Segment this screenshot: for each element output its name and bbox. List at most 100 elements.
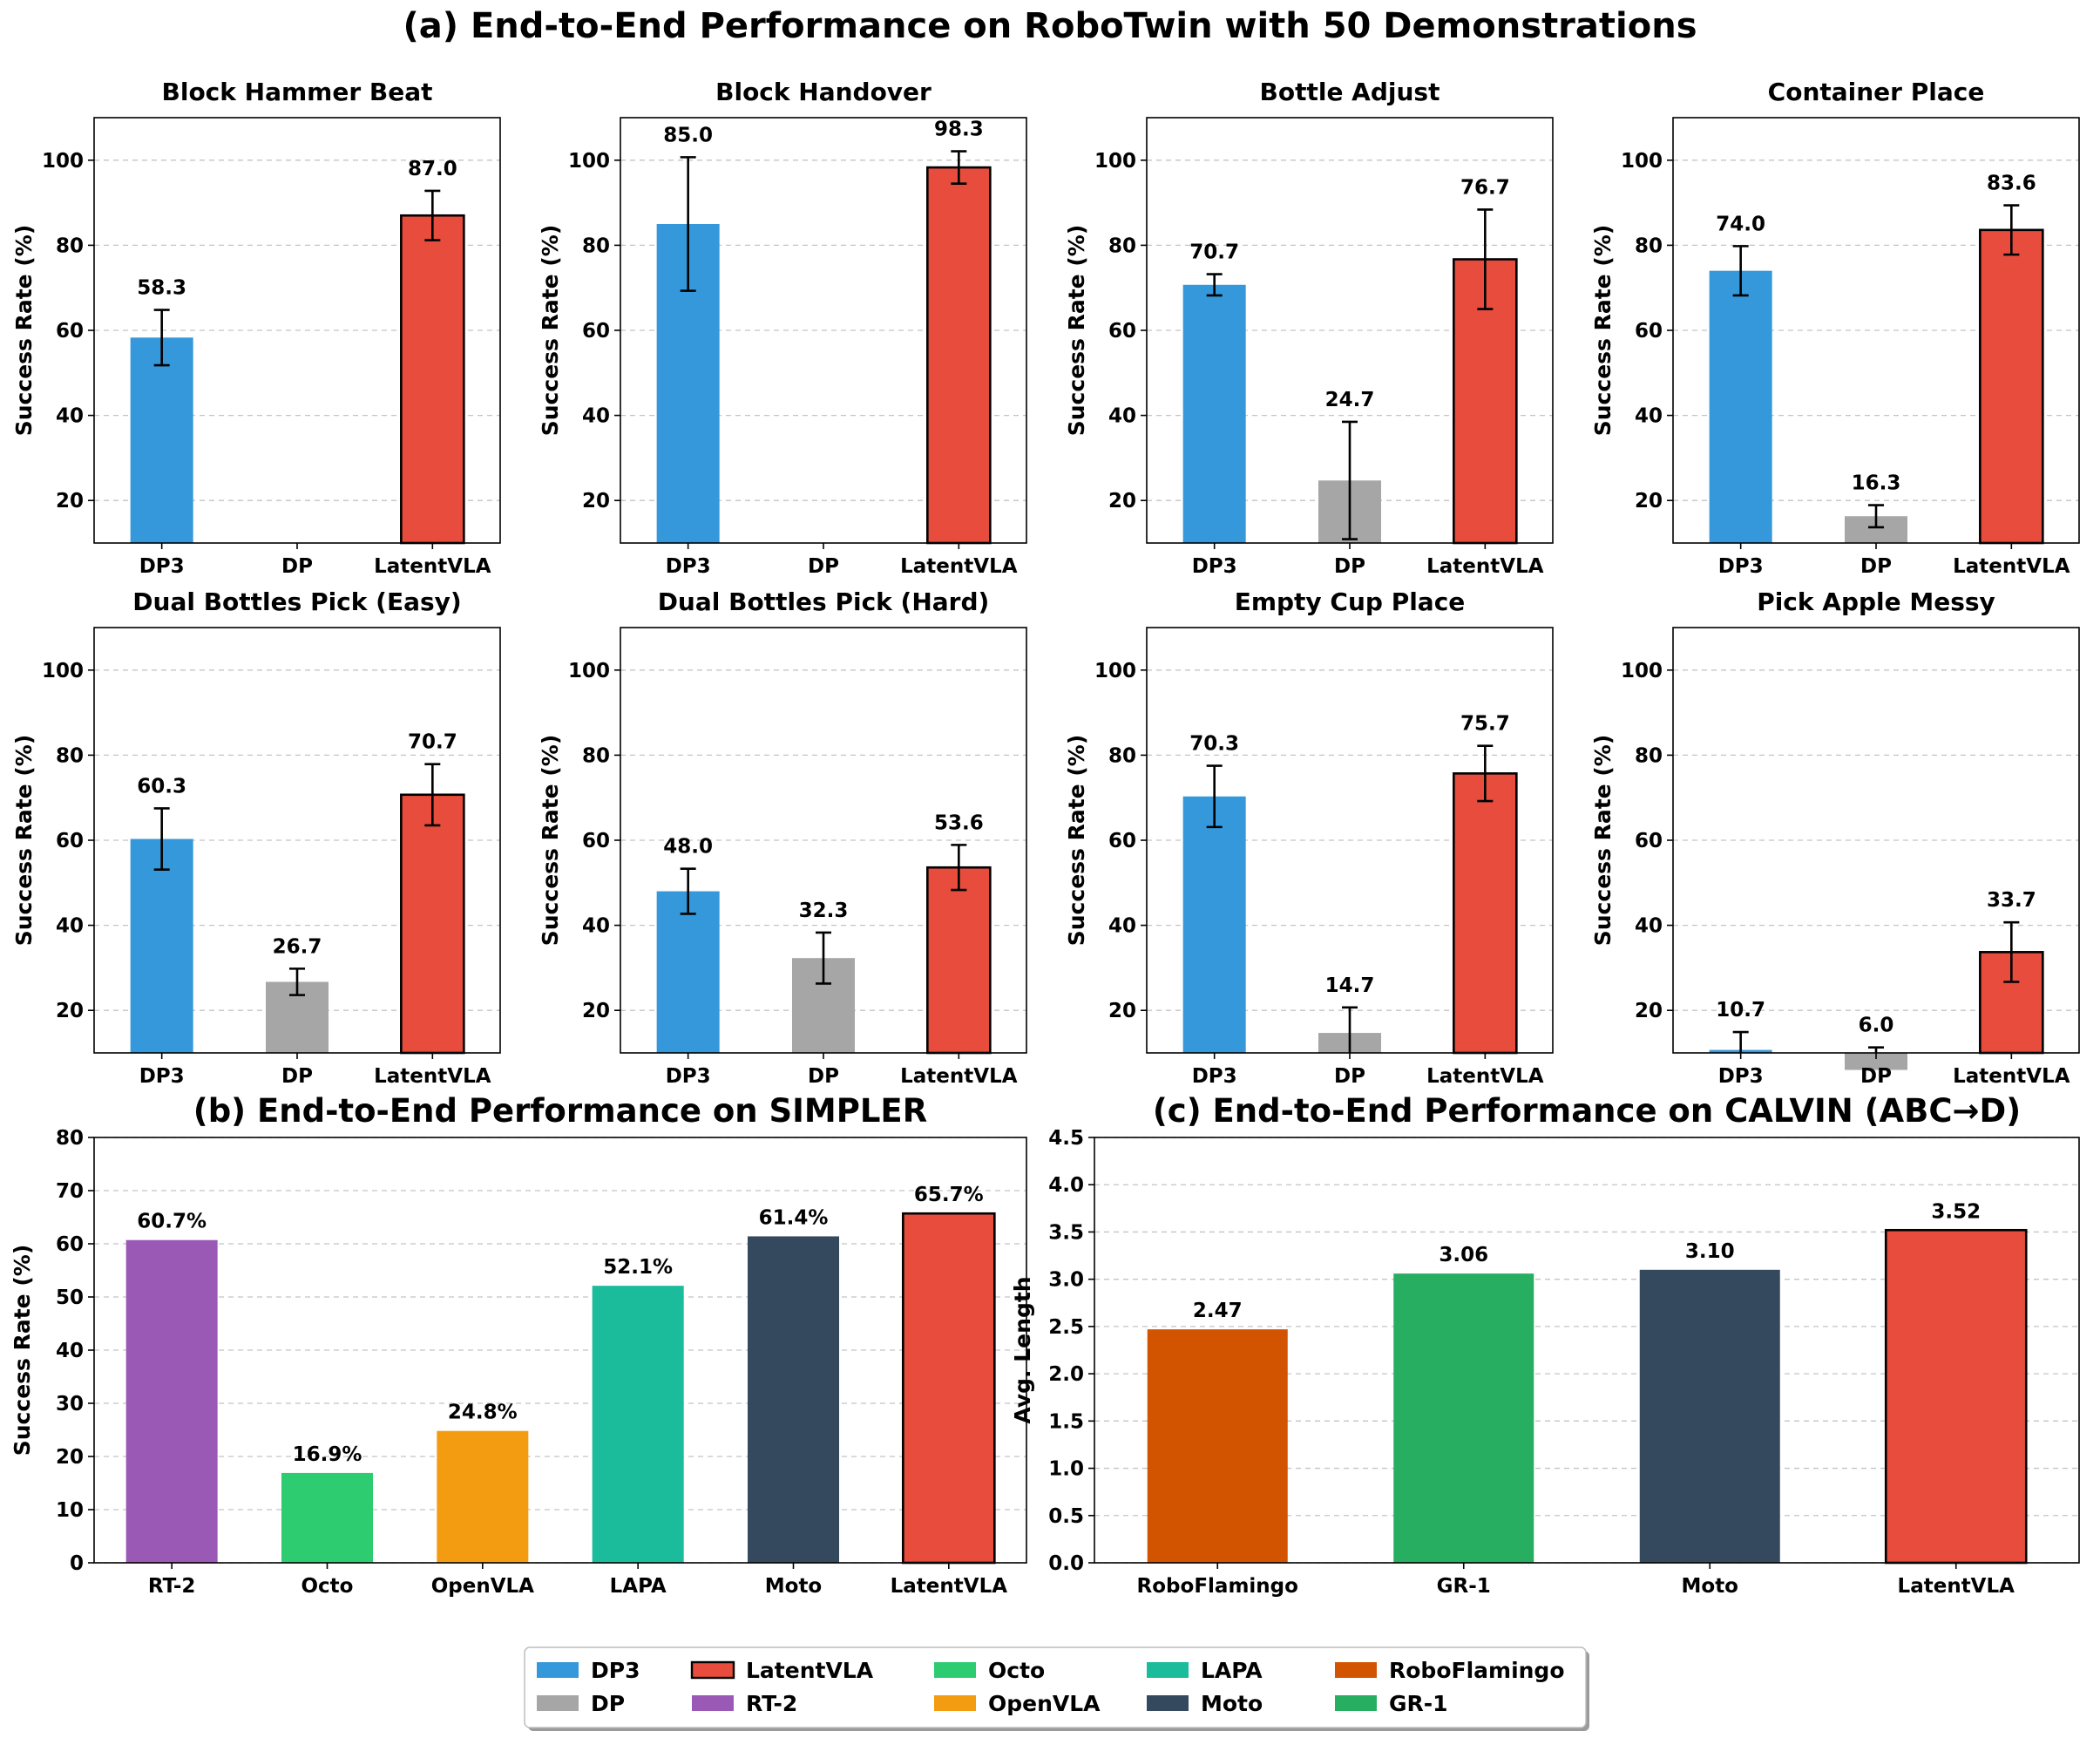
bar-latentvla (926, 166, 992, 545)
bar-dp3 (1709, 270, 1772, 543)
axes-frame (93, 627, 501, 1054)
x-tick-label-gr-1: GR-1 (1437, 1575, 1491, 1598)
value-label-latentvla: 98.3 (934, 119, 984, 141)
bar-latentvla (926, 866, 992, 1055)
y-tick-label: 60 (1108, 830, 1136, 852)
axes-frame (93, 1137, 1027, 1564)
x-tick-label-latentvla: LatentVLA (1953, 1065, 2070, 1088)
y-tick-label: 60 (56, 1233, 84, 1256)
y-axis-label: Success Rate (%) (11, 735, 37, 947)
legend-box (524, 1646, 1587, 1728)
y-tick-label: 40 (582, 405, 610, 428)
x-tick-label-latentvla: LatentVLA (1426, 1065, 1544, 1088)
bar-dp3 (656, 891, 720, 1053)
bar-latentvla (400, 214, 465, 545)
axes-frame (1672, 627, 2080, 1054)
value-label-roboflamingo: 2.47 (1193, 1300, 1243, 1322)
y-tick-label: 40 (1635, 915, 1663, 938)
x-tick-label-dp: DP (281, 1065, 313, 1088)
x-tick-label-dp3: DP3 (1192, 1065, 1237, 1088)
x-tick-label-moto: Moto (765, 1575, 823, 1598)
y-tick-label: 100 (1621, 660, 1663, 682)
chart-title: Dual Bottles Pick (Easy) (132, 587, 461, 616)
bar-latentvla (902, 1212, 996, 1565)
chart-calvin: 0.0 0.5 1.0 1.5 2.0 2.5 3.0 3.5 4.0 4.5 2.47 RoboFl… (1010, 1092, 2080, 1598)
bar-moto (748, 1236, 839, 1563)
legend-label-octo: Octo (988, 1658, 1045, 1683)
value-label-gr-1: 3.06 (1439, 1244, 1488, 1266)
bar-roboflamingo (1147, 1329, 1288, 1563)
x-tick-label-dp3: DP3 (1718, 555, 1764, 578)
legend-swatch-lapa (1147, 1662, 1189, 1678)
legend-label-gr-1: GR-1 (1389, 1691, 1448, 1716)
y-tick-label: 20 (1635, 1000, 1663, 1022)
chart-title: Bottle Adjust (1260, 78, 1440, 106)
x-tick-label-dp: DP (1860, 1065, 1892, 1088)
value-label-dp3: 70.7 (1189, 241, 1239, 264)
y-axis-label: Success Rate (%) (538, 225, 563, 437)
legend-label-dp: DP (591, 1691, 625, 1716)
bar-dp (1845, 1053, 1907, 1070)
legend-swatch-dp3 (537, 1662, 579, 1678)
value-label-latentvla: 87.0 (408, 158, 457, 180)
value-label-dp3: 10.7 (1716, 999, 1765, 1022)
y-tick-label: 3.5 (1048, 1221, 1084, 1244)
y-tick-label: 100 (1094, 660, 1136, 682)
x-tick-label-latentvla: LatentVLA (1898, 1575, 2015, 1598)
y-tick-label: 20 (1108, 490, 1136, 513)
value-label-dp3: 60.3 (137, 775, 186, 798)
x-tick-label-latentvla: LatentVLA (900, 1065, 1018, 1088)
x-tick-label-dp3: DP3 (139, 555, 185, 578)
y-tick-label: 60 (582, 830, 610, 852)
y-tick-label: 20 (1635, 490, 1663, 513)
legend-swatch-rt-2 (692, 1695, 734, 1711)
chart-pick-apple-messy: 20 40 60 80 100 10.7 DP3 6.0 DP 33.7 LatentVLA Pick… (1590, 587, 2080, 1088)
y-axis-label: Avg. Length (1010, 1276, 1035, 1423)
x-tick-label-lapa: LAPA (610, 1575, 667, 1598)
y-tick-label: 20 (56, 1000, 84, 1022)
y-tick-label: 80 (56, 744, 84, 767)
y-axis-label: Success Rate (%) (1064, 225, 1089, 437)
legend-label-rt-2: RT-2 (746, 1691, 797, 1716)
legend-swatch-openvla (934, 1695, 976, 1711)
x-tick-label-dp3: DP3 (139, 1065, 185, 1088)
y-tick-label: 100 (42, 150, 84, 173)
y-tick-label: 30 (56, 1393, 84, 1416)
axes-frame (620, 627, 1027, 1054)
y-tick-label: 100 (1621, 150, 1663, 173)
legend: DP3 DP LatentVLA RT-2 Octo OpenVLA LAPA Moto Rob… (524, 1646, 1589, 1731)
axes-frame (1094, 1137, 2080, 1564)
y-tick-label: 50 (56, 1287, 84, 1309)
chart-title: Empty Cup Place (1235, 587, 1466, 616)
bar-rt-2 (125, 1239, 218, 1563)
value-label-latentvla: 3.52 (1931, 1200, 1981, 1223)
figure-title: (a) End-to-End Performance on RoboTwin w… (403, 6, 1697, 46)
y-tick-label: 60 (1635, 320, 1663, 343)
value-label-latentvla: 53.6 (934, 811, 984, 834)
x-tick-label-latentvla: LatentVLA (1953, 555, 2070, 578)
y-tick-label: 40 (56, 1340, 84, 1362)
value-label-latentvla: 76.7 (1460, 176, 1510, 199)
chart-block-hammer-beat: 20 40 60 80 100 58.3 DP3 DP 87.0 LatentVLA Block H… (11, 78, 501, 578)
y-tick-label: 80 (1635, 234, 1663, 257)
y-tick-label: 40 (582, 915, 610, 938)
y-tick-label: 60 (1635, 830, 1663, 852)
y-tick-label: 2.5 (1048, 1316, 1084, 1339)
y-tick-label: 4.5 (1048, 1127, 1084, 1150)
bar-gr-1 (1393, 1273, 1534, 1563)
value-label-dp: 26.7 (273, 935, 322, 958)
legend-label-roboflamingo: RoboFlamingo (1389, 1658, 1565, 1683)
x-tick-label-moto: Moto (1682, 1575, 1739, 1598)
y-tick-label: 80 (582, 234, 610, 257)
value-label-dp3: 85.0 (663, 124, 713, 146)
value-label-latentvla: 75.7 (1460, 713, 1510, 736)
x-tick-label-dp3: DP3 (1718, 1065, 1764, 1088)
legend-label-openvla: OpenVLA (988, 1691, 1101, 1716)
chart-container-place: 20 40 60 80 100 74.0 DP3 16.3 DP 83.6 LatentVLA Con… (1590, 78, 2080, 578)
value-label-dp3: 48.0 (663, 836, 713, 859)
value-label-dp: 24.7 (1325, 389, 1375, 411)
y-tick-label: 100 (568, 150, 610, 173)
legend-label-lapa: LAPA (1201, 1658, 1263, 1683)
